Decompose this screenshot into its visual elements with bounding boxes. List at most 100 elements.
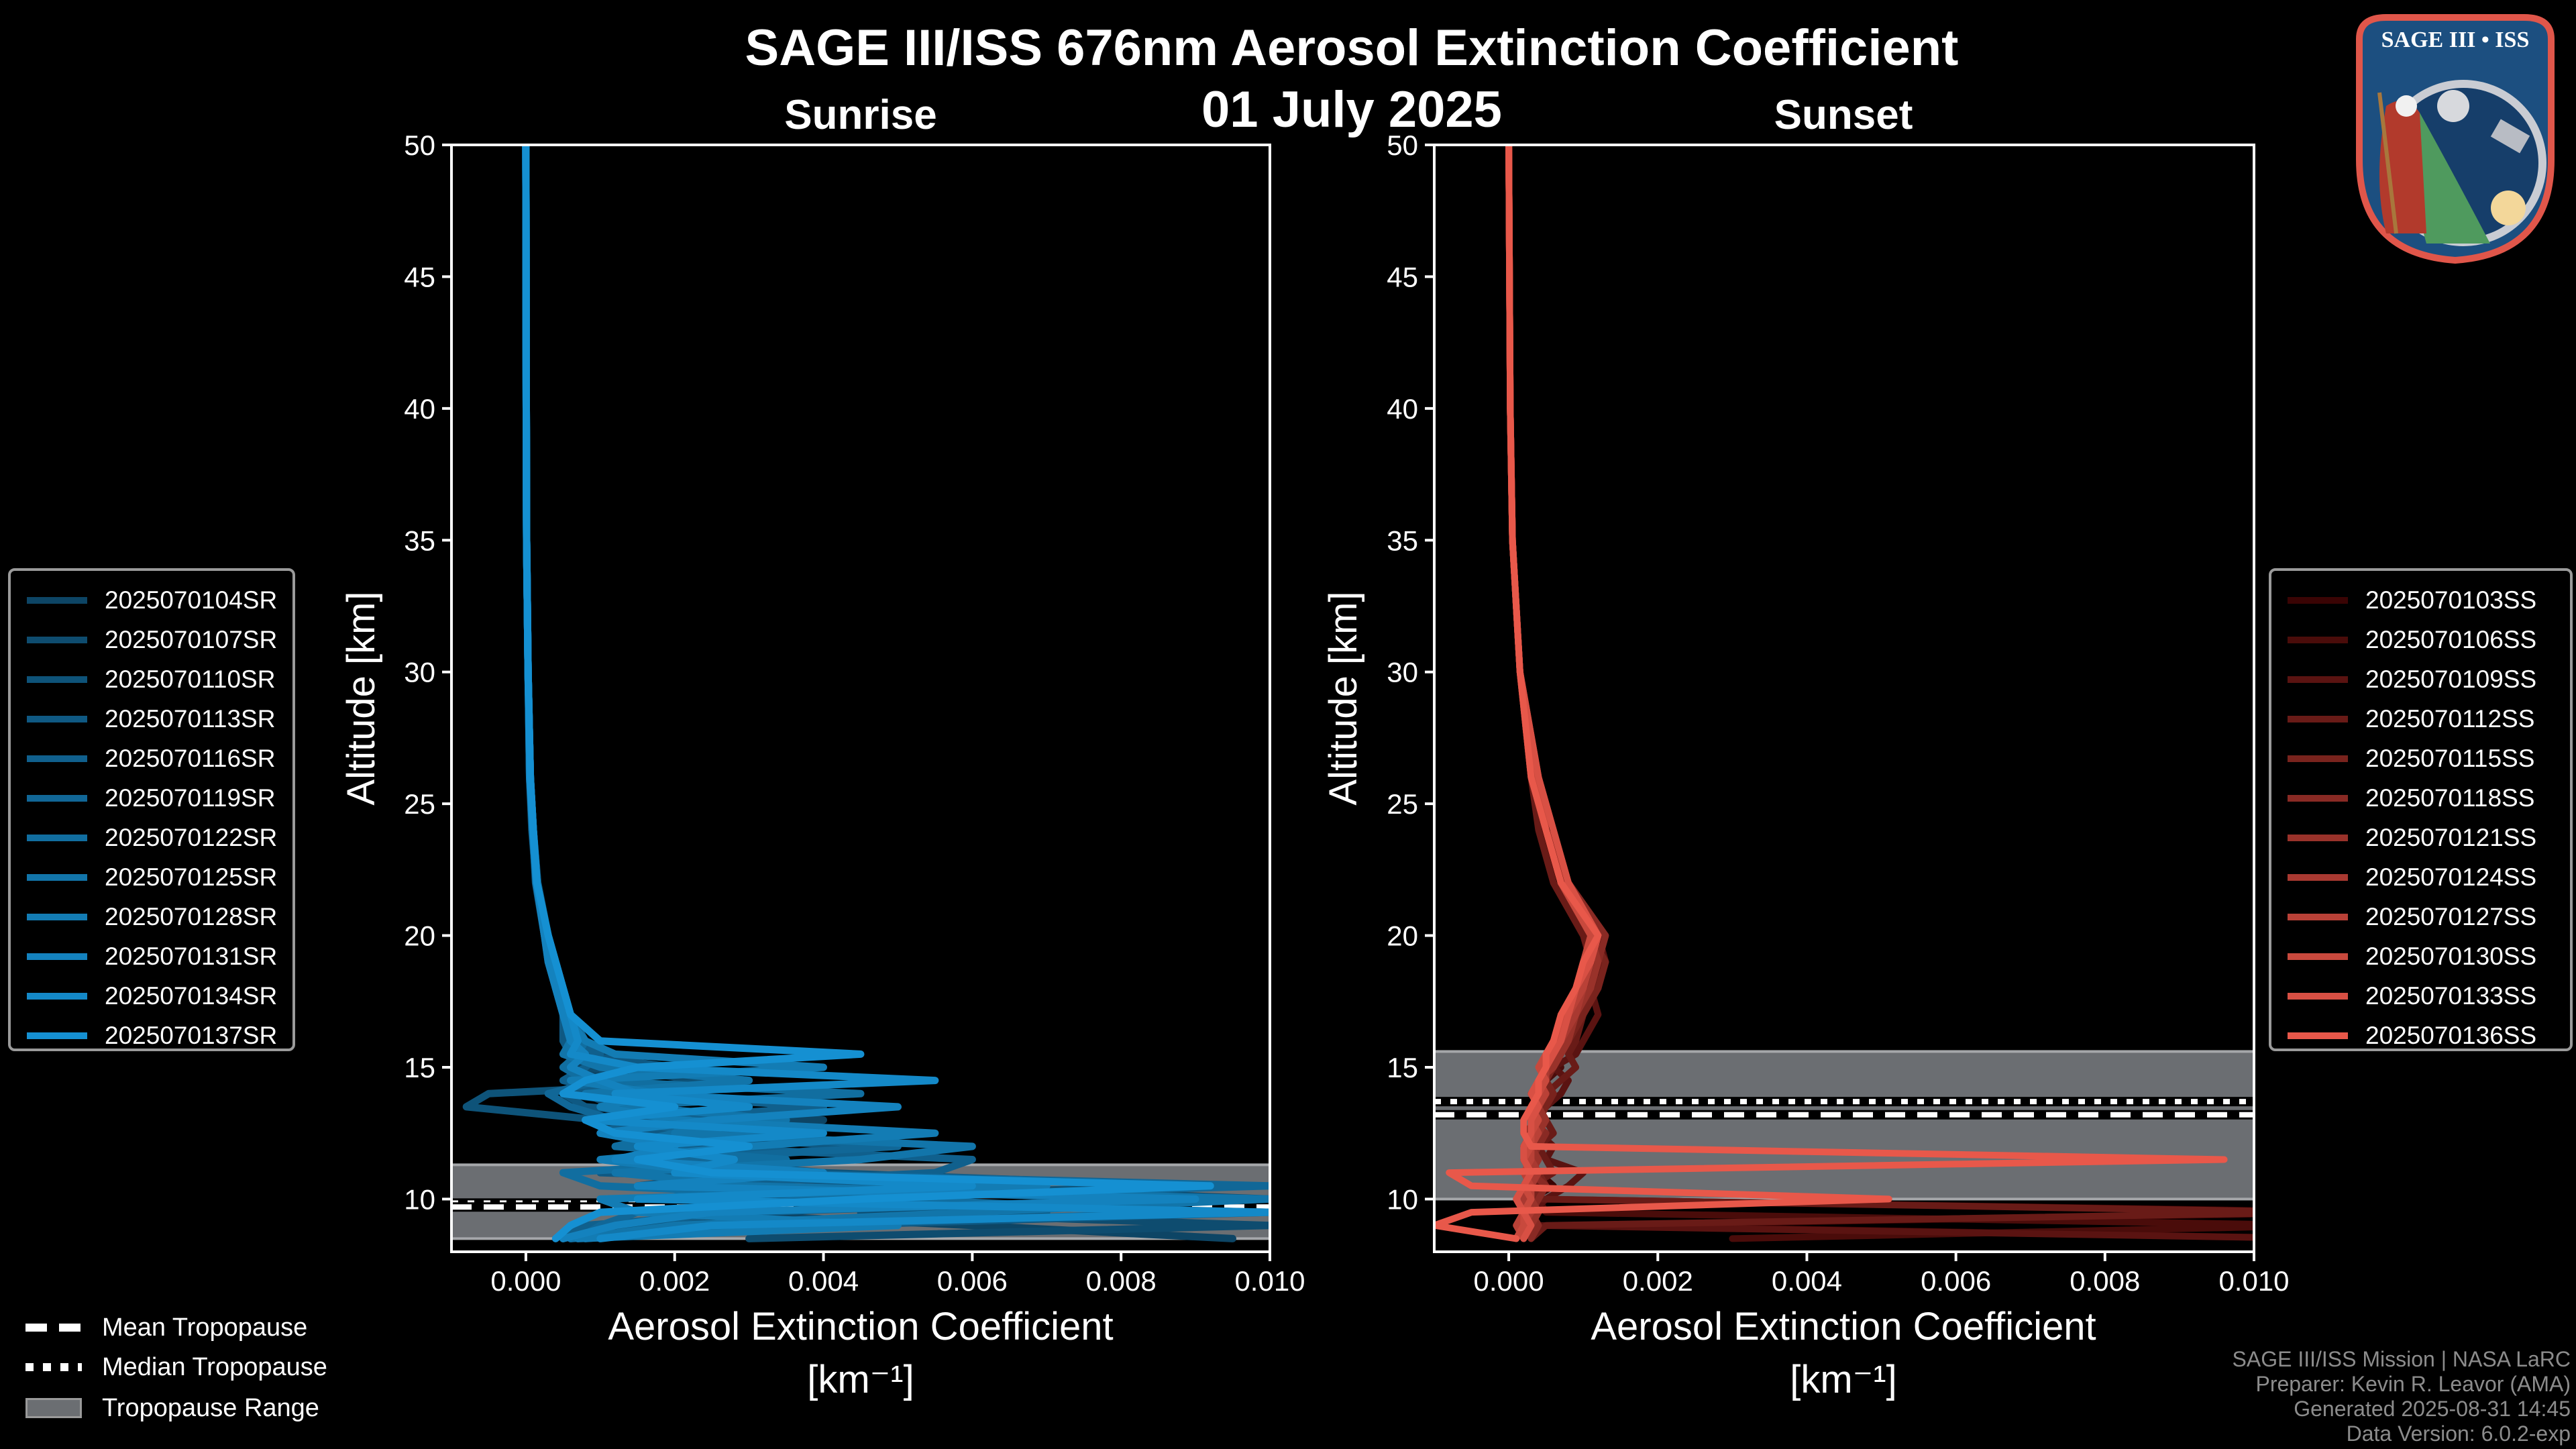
- legend-mean-label: Mean Tropopause: [102, 1313, 308, 1342]
- legend-median-tropopause: Median Tropopause: [25, 1350, 327, 1384]
- legend-mean-tropopause: Mean Tropopause: [25, 1311, 307, 1344]
- logo-text: SAGE III • ISS: [2381, 28, 2530, 52]
- legend-label: 2025070109SS: [2365, 665, 2537, 693]
- sunrise-x-axis-label: Aerosol Extinction Coefficient: [608, 1305, 1114, 1348]
- legend-item-2025070127SS: 2025070127SS: [2271, 897, 2570, 936]
- legend-label: 2025070116SR: [105, 744, 276, 772]
- x-tick-label: 0.000: [1474, 1265, 1544, 1297]
- legend-line-swatch-icon: [2288, 755, 2348, 762]
- legend-median-label: Median Tropopause: [102, 1352, 327, 1381]
- x-tick-label: 0.008: [1086, 1265, 1157, 1297]
- legend-line-swatch-icon: [27, 834, 87, 841]
- sunset-x-axis-label: Aerosol Extinction Coefficient: [1591, 1305, 2096, 1348]
- legend-line-swatch-icon: [27, 596, 87, 604]
- legend-label: 2025070130SS: [2365, 942, 2537, 970]
- legend-label: 2025070127SS: [2365, 902, 2537, 930]
- legend-line-swatch-icon: [2288, 794, 2348, 802]
- sunrise-legend: 2025070104SR 2025070107SR 2025070110SR 2025…: [8, 568, 295, 1051]
- profile-line-2025070137SR: [522, 145, 1214, 1242]
- footer-generated: Generated 2025-08-31 14:45: [2294, 1397, 2571, 1421]
- x-tick-label: 0.002: [1623, 1265, 1693, 1297]
- legend-line-swatch-icon: [27, 794, 87, 802]
- legend-label: 2025070134SR: [105, 981, 278, 1010]
- sunrise-y-axis-label: Altitude [km]: [339, 591, 383, 806]
- legend-label: 2025070107SR: [105, 625, 278, 653]
- legend-line-swatch-icon: [2288, 953, 2348, 960]
- legend-label: 2025070122SR: [105, 823, 278, 851]
- legend-label: 2025070103SS: [2365, 586, 2537, 614]
- legend-label: 2025070131SR: [105, 942, 278, 970]
- y-tick-label: 30: [404, 657, 435, 688]
- legend-line-swatch-icon: [2288, 676, 2348, 683]
- x-tick-label: 0.006: [937, 1265, 1008, 1297]
- legend-item-2025070134SR: 2025070134SR: [11, 976, 292, 1016]
- footer-data-version: Data Version: 6.0.2-exp: [2346, 1421, 2571, 1446]
- x-tick-label: 0.000: [490, 1265, 561, 1297]
- legend-item-2025070109SS: 2025070109SS: [2271, 659, 2570, 699]
- legend-line-swatch-icon: [27, 676, 87, 683]
- legend-item-2025070115SS: 2025070115SS: [2271, 739, 2570, 778]
- legend-item-2025070119SR: 2025070119SR: [11, 778, 292, 818]
- sunset-x-axis-unit: [km⁻¹]: [1790, 1358, 1897, 1401]
- x-tick-label: 0.004: [788, 1265, 859, 1297]
- legend-label: 2025070125SR: [105, 863, 278, 891]
- profile-lines: [462, 145, 1270, 1242]
- y-tick-label: 50: [404, 129, 435, 161]
- y-tick-label: 50: [1387, 129, 1418, 161]
- legend-item-2025070113SR: 2025070113SR: [11, 699, 292, 739]
- legend-label: 2025070137SR: [105, 1021, 278, 1049]
- sage-iii-iss-mission-logo: SAGE III • ISS: [2356, 14, 2555, 264]
- legend-label: 2025070113SR: [105, 704, 276, 733]
- legend-label: 2025070128SR: [105, 902, 278, 930]
- footer-credits: SAGE III/ISS Mission | NASA LaRC Prepare…: [2233, 1347, 2571, 1446]
- figure-date: 01 July 2025: [1201, 81, 1502, 138]
- y-tick-label: 40: [404, 393, 435, 425]
- footer-mission: SAGE III/ISS Mission | NASA LaRC: [2232, 1347, 2571, 1371]
- legend-item-2025070118SS: 2025070118SS: [2271, 778, 2570, 818]
- legend-line-swatch-icon: [27, 636, 87, 643]
- legend-line-swatch-icon: [27, 992, 87, 1000]
- legend-label: 2025070121SS: [2365, 823, 2537, 851]
- legend-label: 2025070106SS: [2365, 625, 2537, 653]
- x-tick-label: 0.010: [1234, 1265, 1305, 1297]
- legend-line-swatch-icon: [27, 913, 87, 920]
- legend-line-swatch-icon: [2288, 596, 2348, 604]
- legend-item-2025070121SS: 2025070121SS: [2271, 818, 2570, 857]
- profile-line-2025070136SS: [1434, 145, 2228, 1242]
- legend-label: 2025070124SS: [2365, 863, 2537, 891]
- legend-range-label: Tropopause Range: [102, 1393, 319, 1422]
- legend-line-swatch-icon: [27, 1032, 87, 1039]
- legend-line-swatch-icon: [2288, 1032, 2348, 1039]
- dashed-line-icon: [25, 1324, 82, 1332]
- legend-label: 2025070136SS: [2365, 1021, 2537, 1049]
- legend-item-2025070112SS: 2025070112SS: [2271, 699, 2570, 739]
- legend-line-swatch-icon: [2288, 834, 2348, 841]
- y-tick-label: 10: [404, 1183, 435, 1215]
- dotted-line-icon: [25, 1363, 82, 1371]
- legend-label: 2025070110SR: [105, 665, 276, 693]
- legend-item-2025070116SR: 2025070116SR: [11, 739, 292, 778]
- legend-item-2025070133SS: 2025070133SS: [2271, 976, 2570, 1016]
- sunset-y-axis-label: Altitude [km]: [1322, 591, 1365, 806]
- legend-item-2025070130SS: 2025070130SS: [2271, 936, 2570, 976]
- y-tick-label: 35: [404, 525, 435, 556]
- legend-line-swatch-icon: [27, 715, 87, 722]
- y-tick-label: 35: [1387, 525, 1418, 556]
- legend-line-swatch-icon: [2288, 636, 2348, 643]
- legend-item-2025070106SS: 2025070106SS: [2271, 620, 2570, 659]
- footer-preparer: Preparer: Kevin R. Leavor (AMA): [2255, 1372, 2571, 1396]
- legend-tropopause-range: Tropopause Range: [25, 1391, 319, 1425]
- x-tick-label: 0.008: [2070, 1265, 2140, 1297]
- y-tick-label: 45: [1387, 261, 1418, 292]
- legend-line-swatch-icon: [2288, 873, 2348, 881]
- legend-line-swatch-icon: [2288, 913, 2348, 920]
- legend-item-2025070103SS: 2025070103SS: [2271, 580, 2570, 620]
- legend-label: 2025070104SR: [105, 586, 278, 614]
- y-tick-label: 20: [404, 920, 435, 952]
- legend-item-2025070136SS: 2025070136SS: [2271, 1016, 2570, 1055]
- legend-item-2025070125SR: 2025070125SR: [11, 857, 292, 897]
- sunset-title: Sunset: [1774, 92, 1913, 138]
- x-tick-label: 0.002: [639, 1265, 710, 1297]
- profile-lines: [1434, 145, 2254, 1242]
